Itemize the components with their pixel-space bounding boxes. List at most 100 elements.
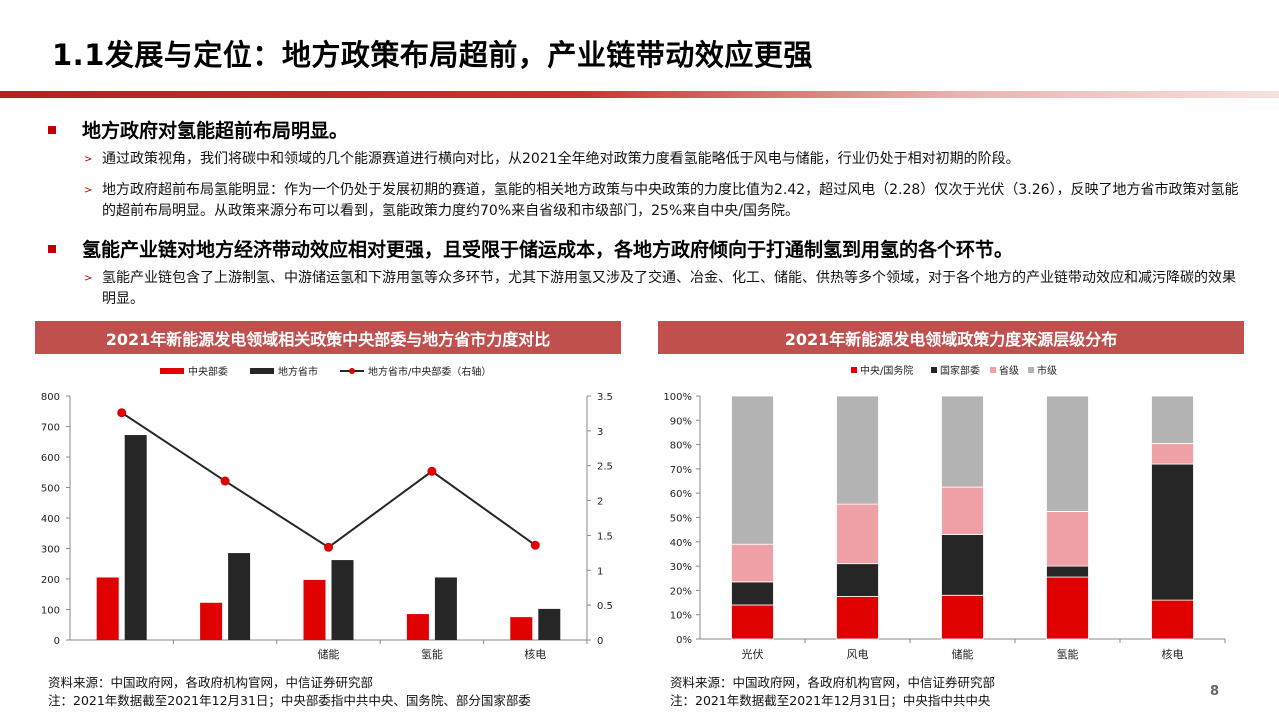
chevron-right-icon: > [84,185,93,196]
bar [510,617,533,640]
page-title: 1.1发展与定位：地方政策布局超前，产业链带动效应更强 [52,38,813,72]
y2-tick-label: 0 [597,636,603,647]
y2-tick-label: 2.5 [597,462,613,473]
stacked-bar-segment [941,486,984,535]
y-tick-label: 30% [670,562,692,573]
y2-tick-label: 2 [597,497,603,508]
y-tick-label: 90% [670,416,692,427]
legend-label: 地方省市 [278,365,318,378]
stacked-bar-segment [836,563,879,597]
stacked-bar-segment [836,503,879,565]
stacked-bar-segment [941,534,984,596]
section-heading-2: 氢能产业链对地方经济带动效应相对更强，且受限于储运成本，各地方政府倾向于打通制氢… [48,235,1013,262]
stacked-bar-segment [1046,565,1089,578]
y-tick-label: 0 [54,636,60,647]
legend-label: 省级 [999,364,1019,377]
legend-swatch [160,368,184,374]
section-heading-1: 地方政府对氢能超前布局明显。 [48,116,348,143]
line-point [324,542,333,552]
y2-tick-label: 3.5 [597,392,613,403]
ratio-line [121,411,536,549]
bar [331,560,354,640]
y2-tick-label: 3 [597,427,603,438]
stacked-bar-segment [731,543,774,583]
legend-marker-swatch [349,368,355,374]
line-point [220,476,230,486]
section-heading-text: 氢能产业链对地方经济带动效应相对更强，且受限于储运成本，各地方政府倾向于打通制氢… [82,239,1014,261]
bar [406,614,429,640]
stacked-bar-segment [731,581,774,606]
bar [434,577,457,640]
y-tick-label: 100 [41,606,60,617]
chart-title-left: 2021年新能源发电领域相关政策中央部委与地方省市力度对比 [35,321,621,354]
title-divider [0,91,1279,98]
y2-tick-label: 1 [597,566,603,577]
chevron-right-icon: > [84,154,93,165]
stacked-bar-segment [731,395,774,545]
legend-label: 中央/国务院 [860,364,913,377]
y-tick-label: 60% [670,489,692,500]
legend-label: 地方省市/中央部委（右轴） [368,365,491,378]
y-tick-label: 80% [670,441,692,452]
chevron-right-icon: > [84,273,93,284]
y2-tick-label: 1.5 [597,531,613,542]
y-tick-label: 500 [41,484,60,495]
stacked-bar-segment [1046,576,1089,640]
legend-label: 中央部委 [188,365,228,378]
stacked-bar-segment [1151,442,1194,465]
chart-title-right: 2021年新能源发电领域政策力度来源层级分布 [658,321,1244,354]
bullet-point: > 氢能产业链包含了上游制氢、中游储运氢和下游用氢等众多环节，尤其下游用氢又涉及… [84,270,1236,307]
line-point [530,540,540,550]
stacked-bar-segment [1046,395,1089,512]
x-tick-label: 风电 [847,648,869,661]
section-heading-text: 地方政府对氢能超前布局明显。 [82,120,349,142]
y-tick-label: 800 [41,392,60,403]
y-tick-label: 200 [41,575,60,586]
legend-swatch [1028,367,1034,373]
bar [124,435,147,640]
y-tick-label: 0% [676,635,692,646]
y-tick-label: 100% [663,392,692,403]
policy-strength-chart: 中央部委 地方省市 地方省市/中央部委（右轴） 0 100 200 300 400 500 600… [41,365,613,661]
y-tick-label: 300 [41,545,60,556]
bar [200,602,223,640]
stacked-bar-segment [836,596,879,640]
y-tick-label: 50% [670,514,692,525]
y-tick-label: 20% [670,586,692,597]
red-square-icon [48,125,56,134]
y-tick-label: 400 [41,514,60,525]
x-tick-label: 光伏 [742,647,764,661]
x-tick-label: 核电 [524,647,546,661]
legend-label: 国家部委 [940,364,980,377]
stacked-bar-segment [836,395,879,505]
y-tick-label: 600 [41,453,60,464]
x-tick-label: 氢能 [1057,647,1079,661]
stacked-bar-segment [731,604,774,640]
y-tick-label: 70% [670,465,692,476]
line-point [427,466,437,476]
stacked-bar-segment [1046,511,1089,567]
policy-source-chart: 中央/国务院 国家部委 省级 市级 0% 10% 20% 30% 40% 50% 60% 70% 80%… [663,364,1226,661]
bar [228,553,251,640]
stacked-bar-segment [1151,599,1194,640]
x-tick-label: 储能 [952,647,974,661]
legend-swatch [990,367,996,373]
y2-tick-label: 0.5 [597,601,613,612]
page-number: 8 [1210,684,1220,699]
y-tick-label: 40% [670,538,692,549]
stacked-bar-segment [1151,395,1194,444]
legend-swatch [851,367,857,373]
bar [303,579,326,640]
source-note-left: 资料来源：中国政府网，各政府机构官网，中信证券研究部 注：2021年数据截至20… [48,675,531,708]
legend-swatch [250,368,274,374]
stacked-bar-segment [941,395,984,488]
x-tick-label: 储能 [318,647,340,661]
x-tick-label: 核电 [1162,647,1184,661]
bullet-point: > 地方政府超前布局氢能明显：作为一个仍处于发展初期的赛道，氢能的相关地方政策与… [84,182,1239,219]
stacked-bar-segment [1151,463,1194,601]
bar [96,577,119,640]
x-tick-label: 氢能 [421,647,443,661]
bar [538,608,561,640]
line-point [117,408,127,418]
source-note-right: 资料来源：中国政府网，各政府机构官网，中信证券研究部 注：2021年数据截至20… [670,675,996,708]
